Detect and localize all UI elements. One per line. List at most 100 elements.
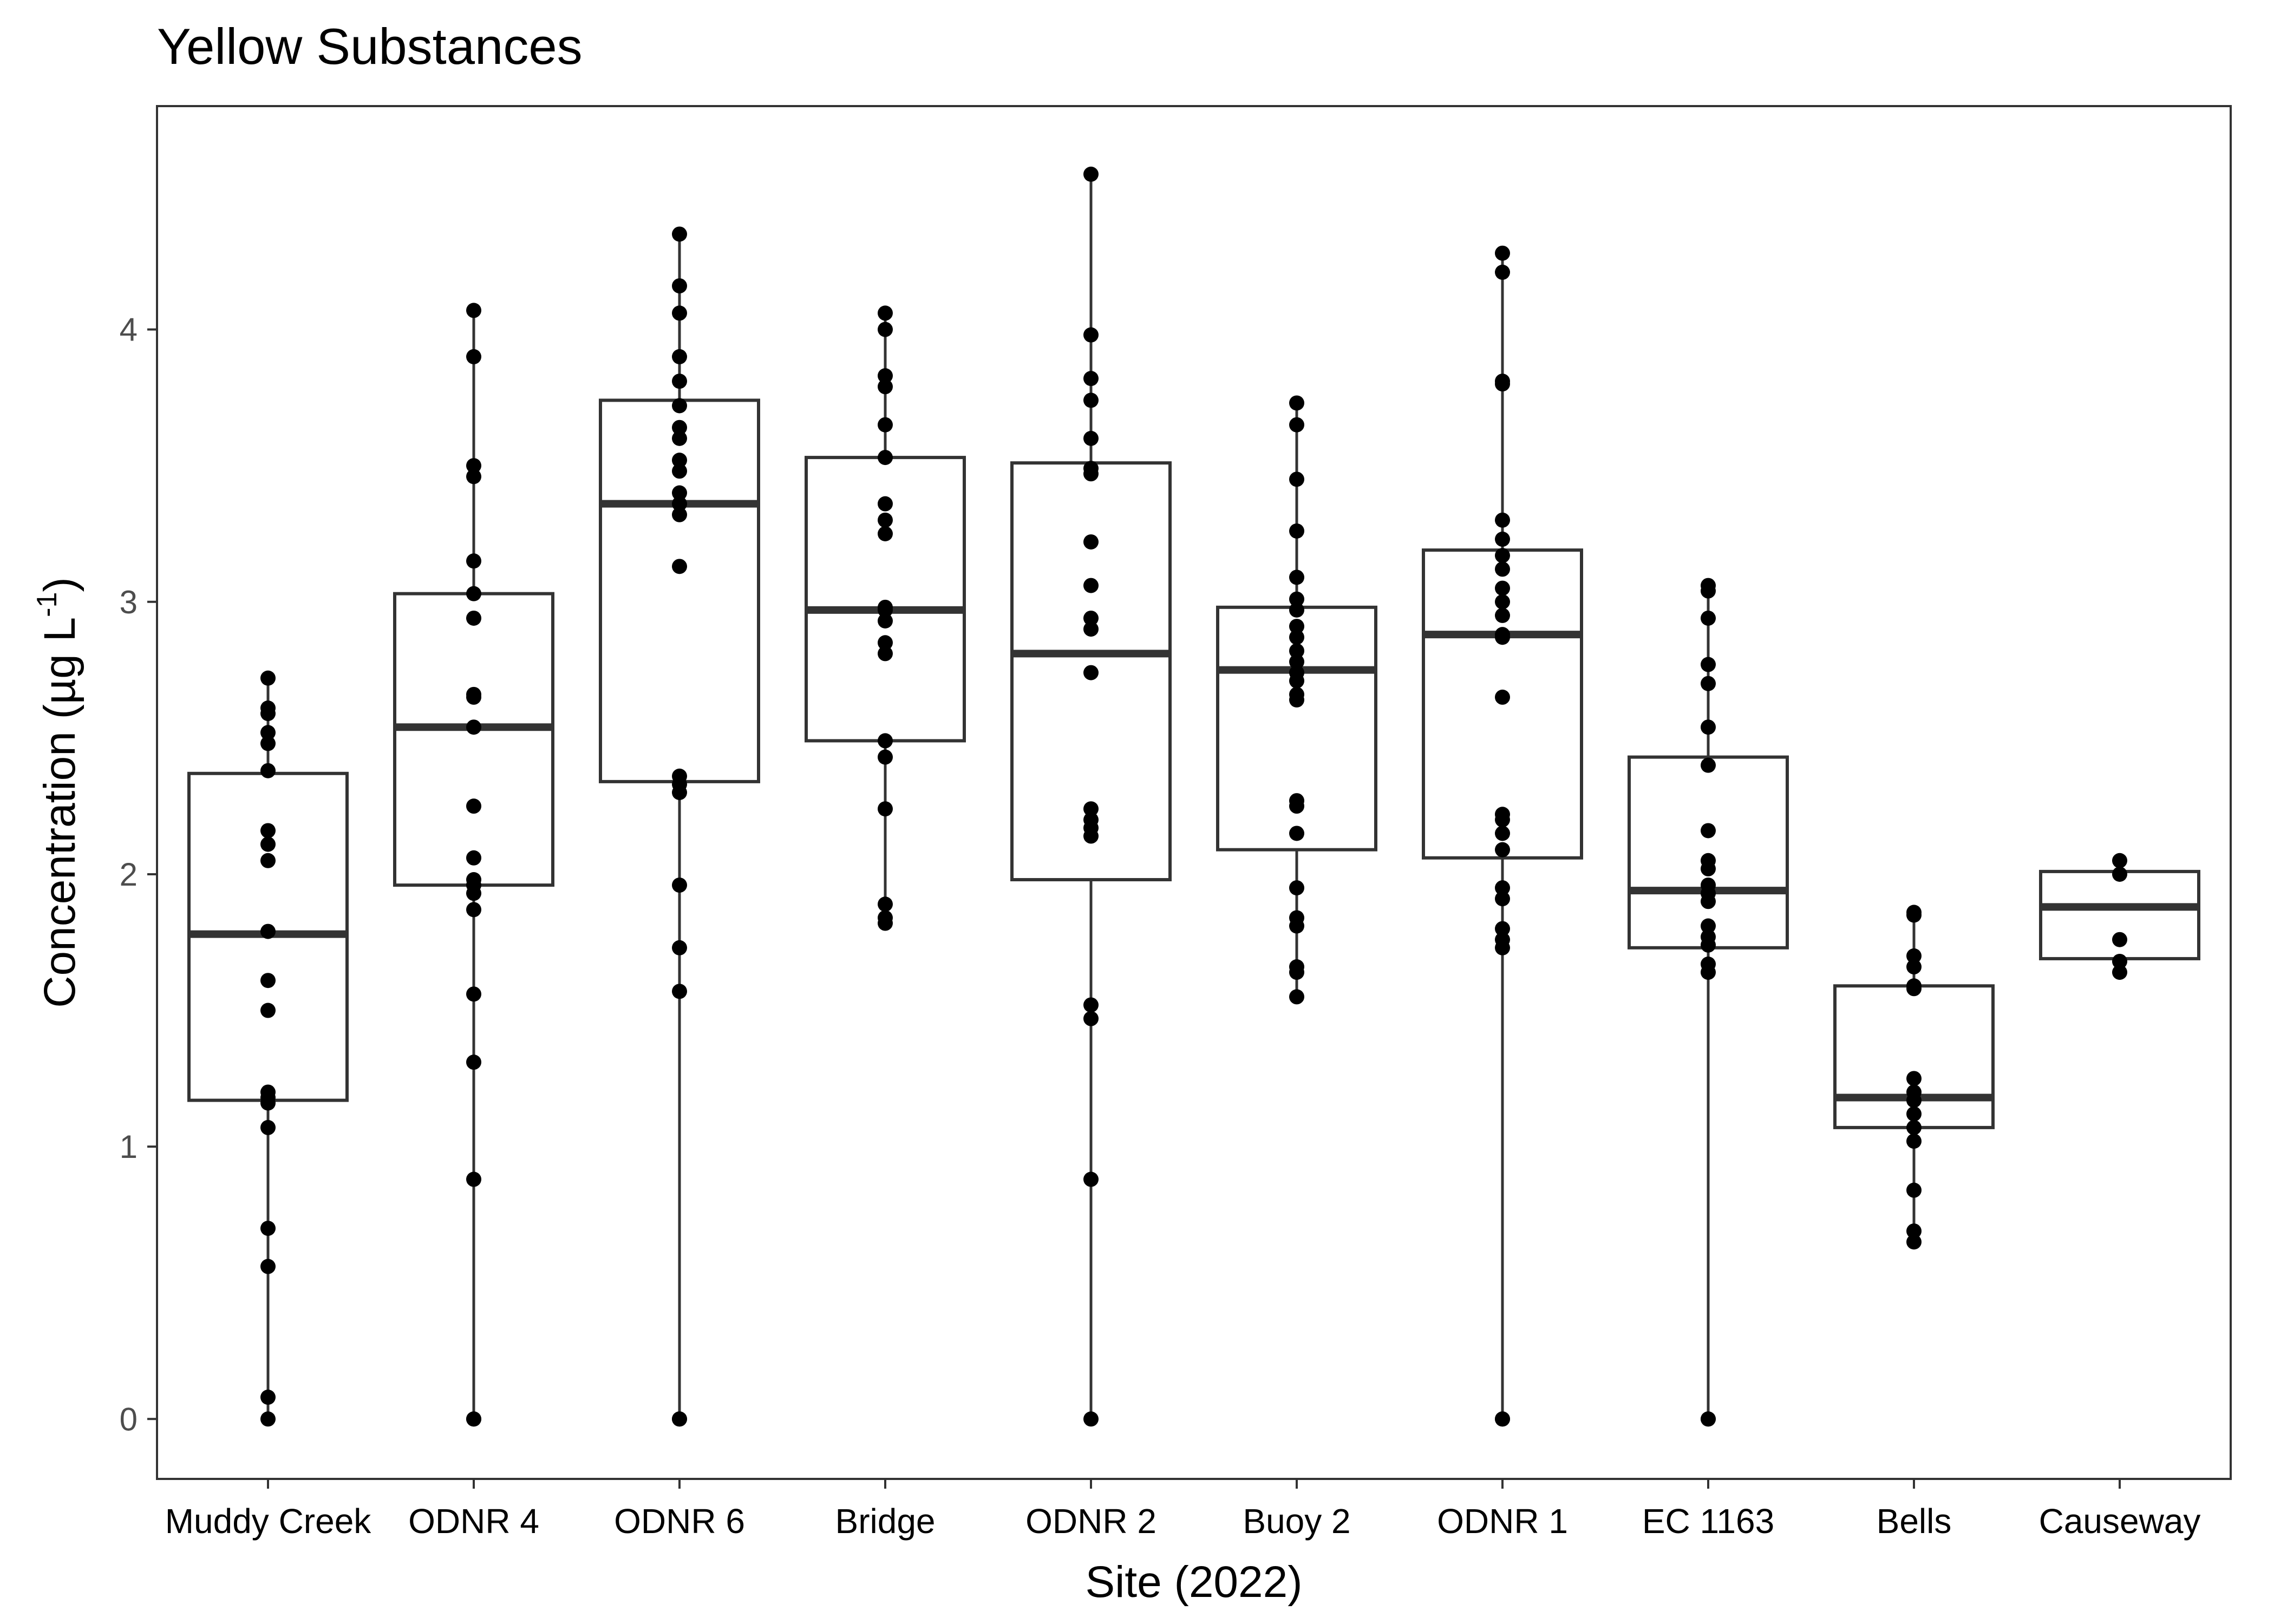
data-point [878,379,893,395]
data-point [1083,578,1099,593]
data-point [1289,630,1304,645]
data-point [260,924,276,939]
data-point [466,986,481,1002]
data-point [466,610,481,626]
data-point [1701,583,1716,599]
x-axis: Muddy Creek ODNR 4 ODNR 6 Bridge ODNR 2 Buoy … [165,1479,2200,1541]
data-point [878,496,893,512]
data-point [1906,1134,1922,1149]
data-point [1495,580,1510,596]
y-axis: 0 1 2 3 4 [120,312,157,1437]
data-point [260,1119,276,1135]
data-point [1495,880,1510,896]
data-point [1289,798,1304,814]
y-tick-label: 4 [120,312,138,348]
data-point [1495,561,1510,577]
data-point [466,469,481,484]
x-tick-label: ODNR 2 [1025,1502,1156,1541]
y-axis-title-close: ) [35,577,84,592]
data-point [1495,812,1510,828]
x-axis-title: Site (2022) [1085,1557,1302,1607]
data-point [1906,1119,1922,1135]
data-point [466,349,481,364]
data-point [1083,327,1099,343]
data-point [1495,1411,1510,1427]
data-point [878,417,893,433]
data-point [672,559,687,574]
x-tick-label: Buoy 2 [1243,1502,1350,1541]
data-point [1906,981,1922,997]
chart-title: Yellow Substances [157,18,583,75]
data-point [1495,548,1510,564]
data-point [1906,907,1922,923]
y-tick-label: 2 [120,856,138,893]
data-point [1083,166,1099,182]
data-point [1289,880,1304,896]
data-point [878,602,893,618]
data-point [672,453,687,468]
data-point [878,512,893,528]
data-point [672,878,687,893]
data-point [1083,997,1099,1013]
data-point [878,368,893,384]
data-point [1495,245,1510,261]
data-point [1289,826,1304,841]
data-point [260,853,276,868]
data-point [1495,842,1510,857]
data-point [260,1221,276,1236]
y-tick-label: 1 [120,1129,138,1165]
data-point [2112,932,2127,947]
data-point [672,420,687,435]
data-point [1906,1234,1922,1250]
x-tick-label: Bridge [835,1502,936,1541]
data-point [1906,1106,1922,1122]
data-point [1701,719,1716,735]
data-point [1289,619,1304,634]
data-point [1289,965,1304,980]
y-tick-label: 0 [120,1401,138,1437]
data-point [1083,665,1099,680]
data-point [1701,823,1716,839]
data-point [260,823,276,839]
data-point [672,349,687,364]
data-point [672,940,687,955]
data-point [672,398,687,414]
data-point [1083,1411,1099,1427]
data-point [1083,534,1099,550]
y-axis-title-superscript: -1 [31,592,63,617]
data-point [1906,948,1922,964]
data-point [672,1411,687,1427]
data-point [1083,621,1099,637]
data-point [466,886,481,901]
data-point [2112,853,2127,868]
data-point [1083,430,1099,446]
data-point [1495,921,1510,937]
data-point [260,1411,276,1427]
box-iqr [1628,755,1789,949]
data-point [466,553,481,569]
data-point [1083,1011,1099,1026]
data-point [1289,417,1304,433]
data-point [1289,643,1304,659]
data-point [878,526,893,541]
data-point [672,984,687,999]
data-point [878,749,893,765]
x-tick-label: Bells [1877,1502,1952,1541]
data-point [2112,866,2127,882]
data-point [672,507,687,522]
data-point [1289,523,1304,539]
data-point [1906,959,1922,975]
data-point [1906,1071,1922,1086]
data-point [878,915,893,931]
data-point [1701,610,1716,626]
data-point [1495,826,1510,841]
data-point [1495,594,1510,610]
data-point [1083,392,1099,408]
data-point [1906,1092,1922,1108]
data-point [260,725,276,741]
data-point [1289,692,1304,708]
data-point [260,1003,276,1018]
data-point [1701,937,1716,953]
data-point [1495,891,1510,907]
data-point [466,850,481,866]
